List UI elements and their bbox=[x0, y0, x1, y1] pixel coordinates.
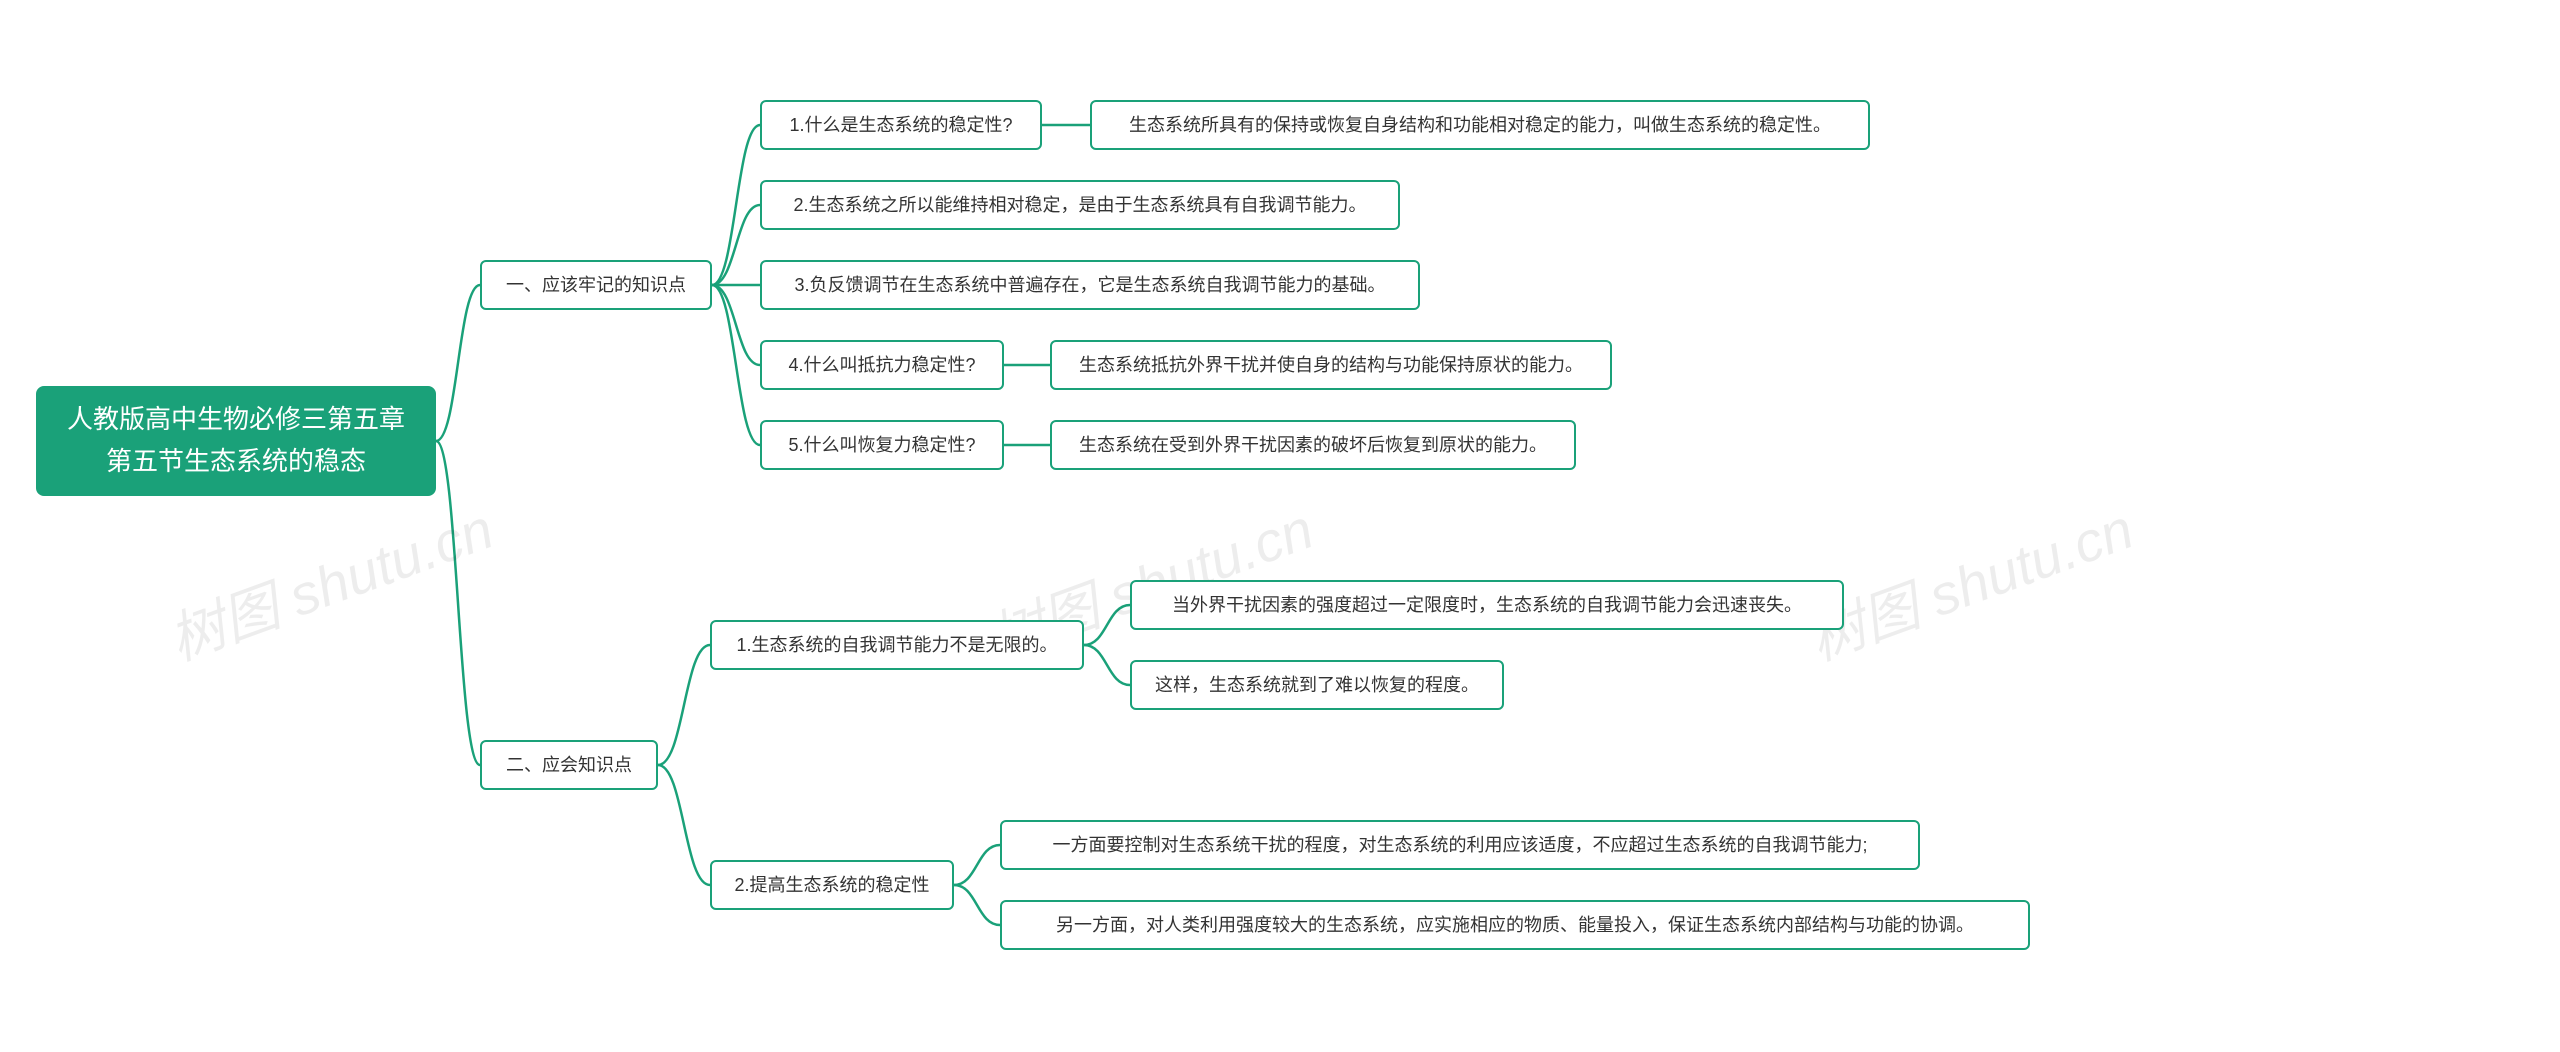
branch-node: 2.提高生态系统的稳定性 bbox=[710, 860, 954, 910]
leaf-node: 3.负反馈调节在生态系统中普遍存在，它是生态系统自我调节能力的基础。 bbox=[760, 260, 1420, 310]
connector-layer bbox=[0, 0, 2560, 1052]
watermark: 树图 shutu.cn bbox=[1796, 484, 2143, 676]
branch-node: 5.什么叫恢复力稳定性? bbox=[760, 420, 1004, 470]
watermark: 树图 shutu.cn bbox=[156, 484, 503, 676]
leaf-node: 这样，生态系统就到了难以恢复的程度。 bbox=[1130, 660, 1504, 710]
branch-node: 1.生态系统的自我调节能力不是无限的。 bbox=[710, 620, 1084, 670]
branch-node: 二、应会知识点 bbox=[480, 740, 658, 790]
leaf-node: 当外界干扰因素的强度超过一定限度时，生态系统的自我调节能力会迅速丧失。 bbox=[1130, 580, 1844, 630]
leaf-node: 一方面要控制对生态系统干扰的程度，对生态系统的利用应该适度，不应超过生态系统的自… bbox=[1000, 820, 1920, 870]
branch-node: 1.什么是生态系统的稳定性? bbox=[760, 100, 1042, 150]
branch-node: 4.什么叫抵抗力稳定性? bbox=[760, 340, 1004, 390]
leaf-node: 生态系统抵抗外界干扰并使自身的结构与功能保持原状的能力。 bbox=[1050, 340, 1612, 390]
leaf-node: 另一方面，对人类利用强度较大的生态系统，应实施相应的物质、能量投入，保证生态系统… bbox=[1000, 900, 2030, 950]
leaf-node: 生态系统在受到外界干扰因素的破坏后恢复到原状的能力。 bbox=[1050, 420, 1576, 470]
branch-node: 一、应该牢记的知识点 bbox=[480, 260, 712, 310]
root-node: 人教版高中生物必修三第五章 第五节生态系统的稳态 bbox=[36, 386, 436, 496]
leaf-node: 2.生态系统之所以能维持相对稳定，是由于生态系统具有自我调节能力。 bbox=[760, 180, 1400, 230]
leaf-node: 生态系统所具有的保持或恢复自身结构和功能相对稳定的能力，叫做生态系统的稳定性。 bbox=[1090, 100, 1870, 150]
